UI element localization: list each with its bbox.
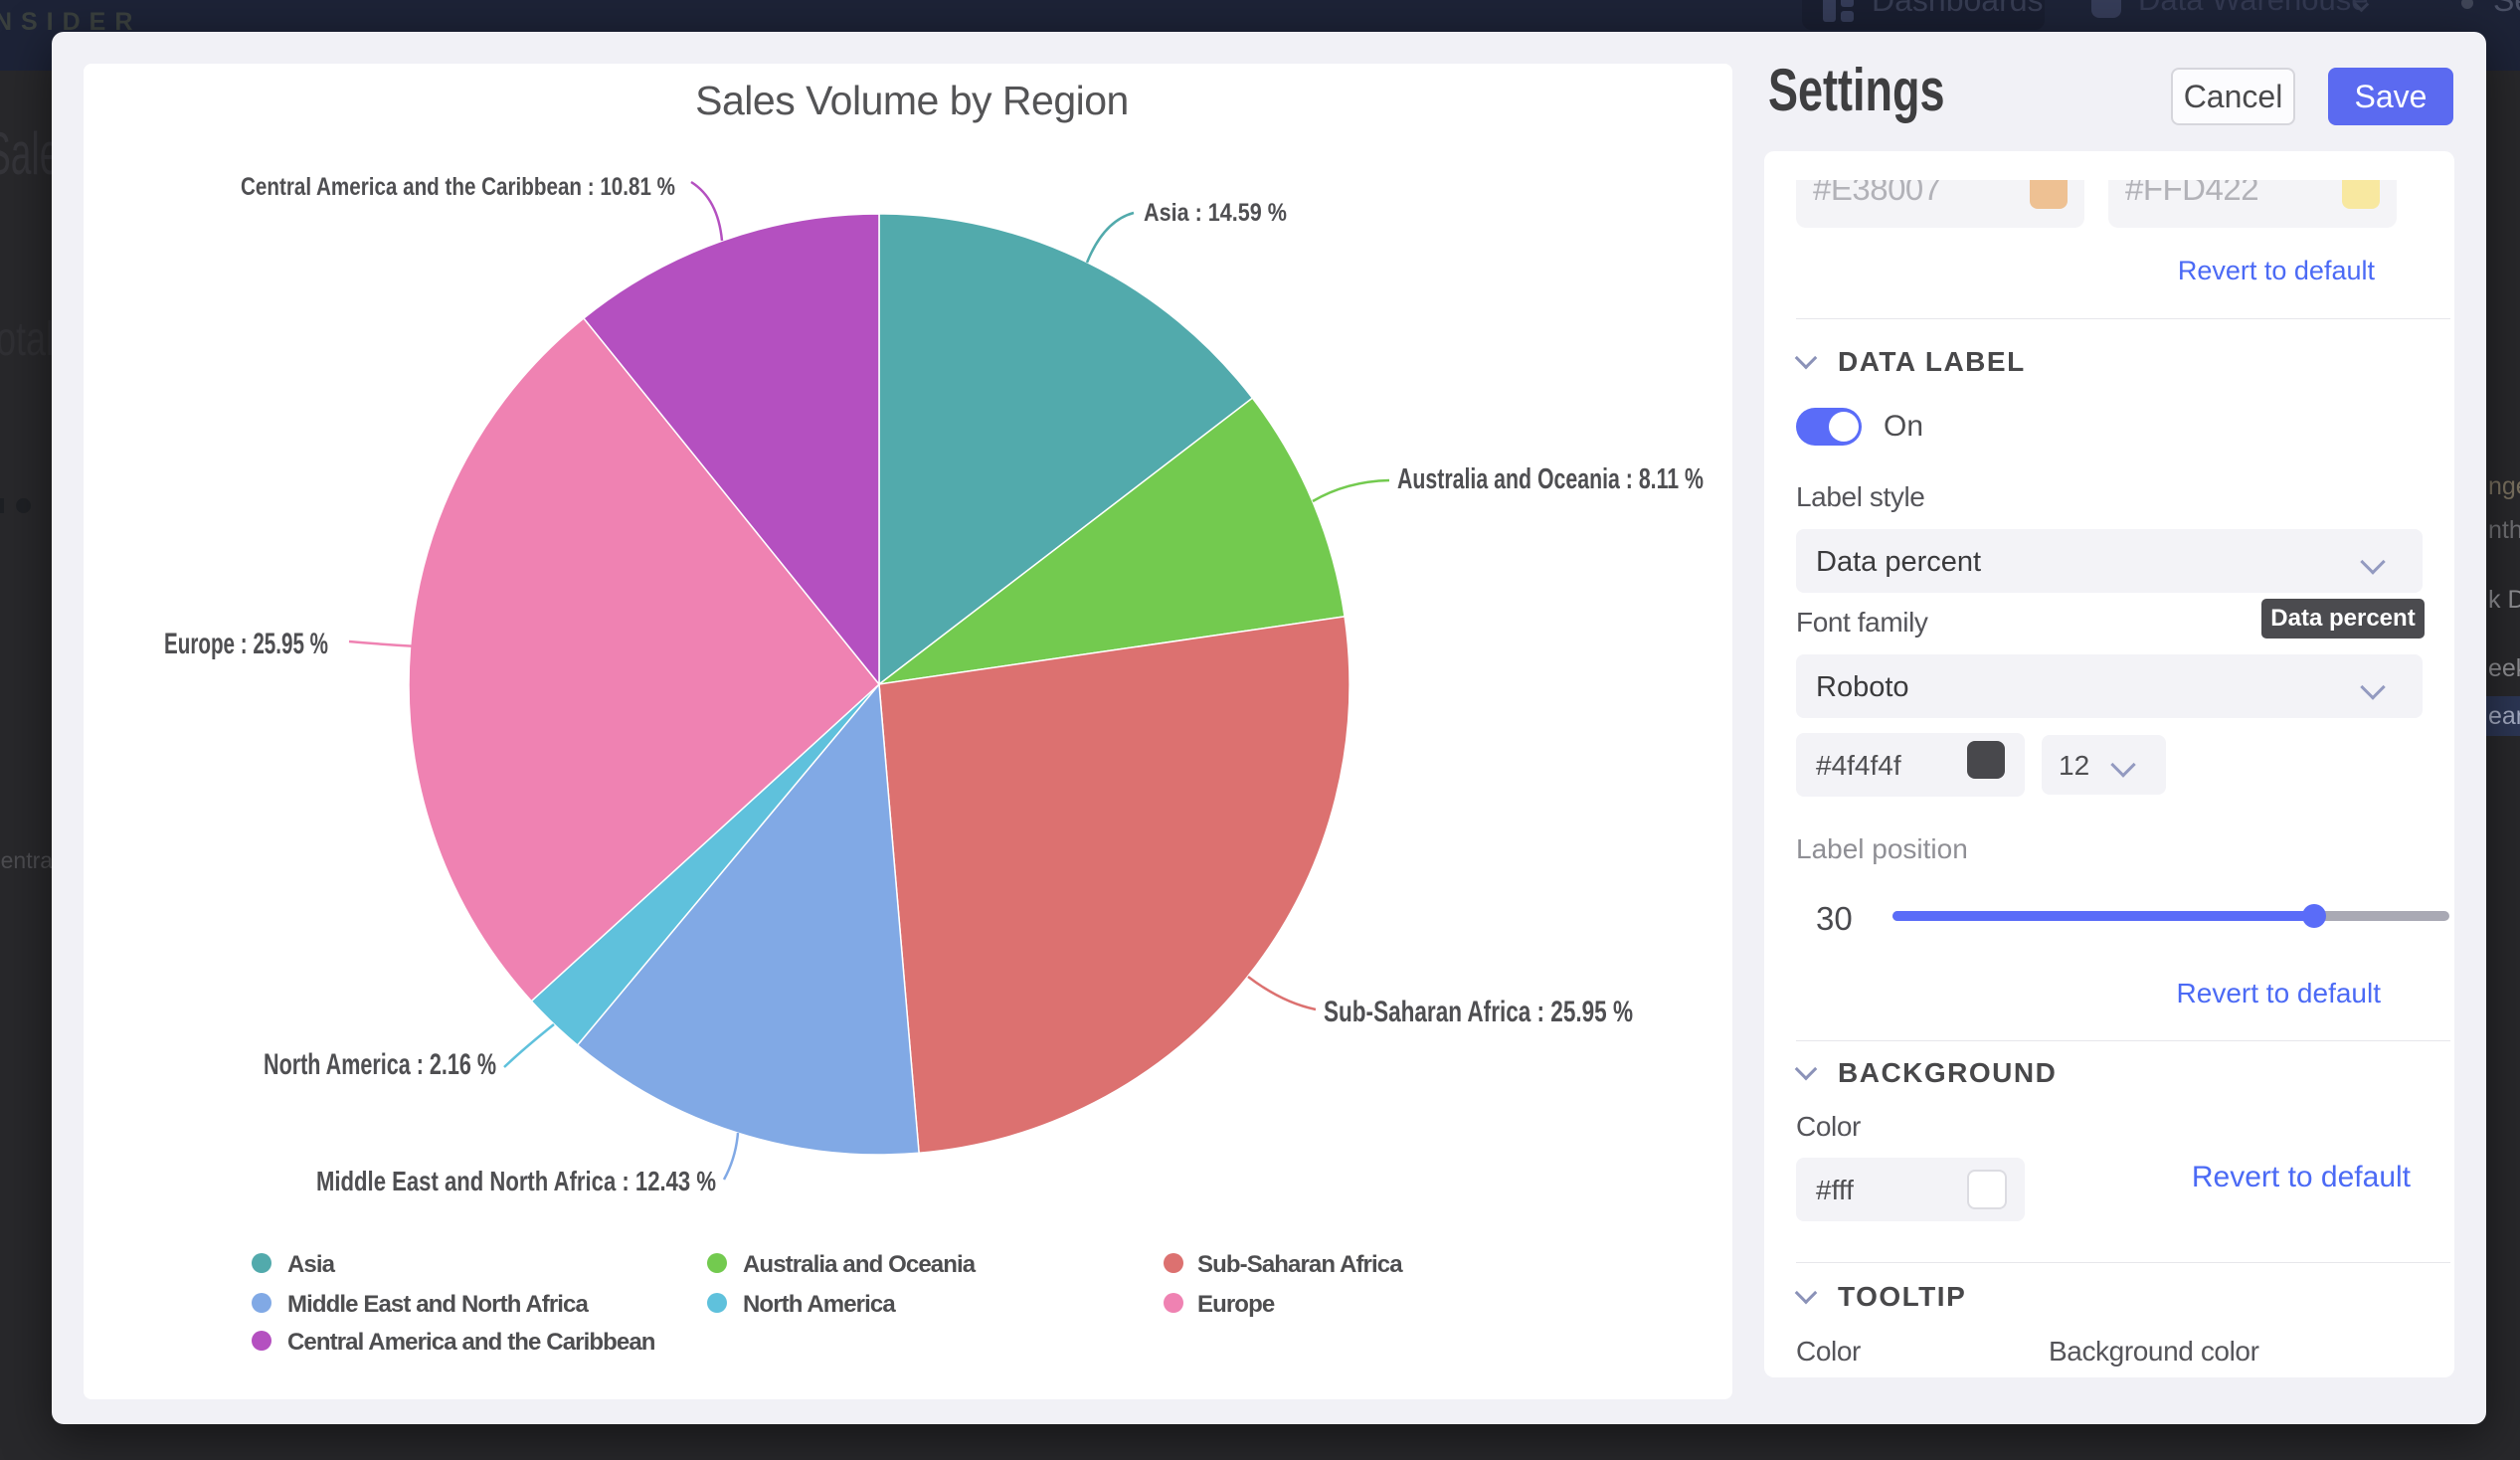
svg-text:Europe : 25.95 %: Europe : 25.95 % [164,628,328,660]
svg-text:Middle East and North Africa :: Middle East and North Africa : 12.43 % [316,1166,716,1196]
svg-text:Australia and Oceania: Australia and Oceania [743,1251,977,1278]
svg-text:Middle East and North Africa: Middle East and North Africa [287,1291,590,1318]
svg-text:Europe: Europe [1197,1291,1275,1318]
svg-text:Sub-Saharan Africa : 25.95 %: Sub-Saharan Africa : 25.95 % [1324,996,1633,1028]
svg-text:Asia : 14.59 %: Asia : 14.59 % [1144,199,1287,227]
svg-text:Central America and the Caribb: Central America and the Caribbean : 10.8… [241,173,675,201]
svg-text:Australia and Oceania : 8.11 %: Australia and Oceania : 8.11 % [1397,463,1704,495]
svg-text:Central America and the Caribb: Central America and the Caribbean [287,1329,655,1356]
svg-text:North America: North America [743,1291,896,1318]
svg-text:North America : 2.16 %: North America : 2.16 % [264,1048,496,1081]
svg-text:Sub-Saharan Africa: Sub-Saharan Africa [1197,1251,1403,1278]
svg-text:Asia: Asia [287,1251,336,1278]
